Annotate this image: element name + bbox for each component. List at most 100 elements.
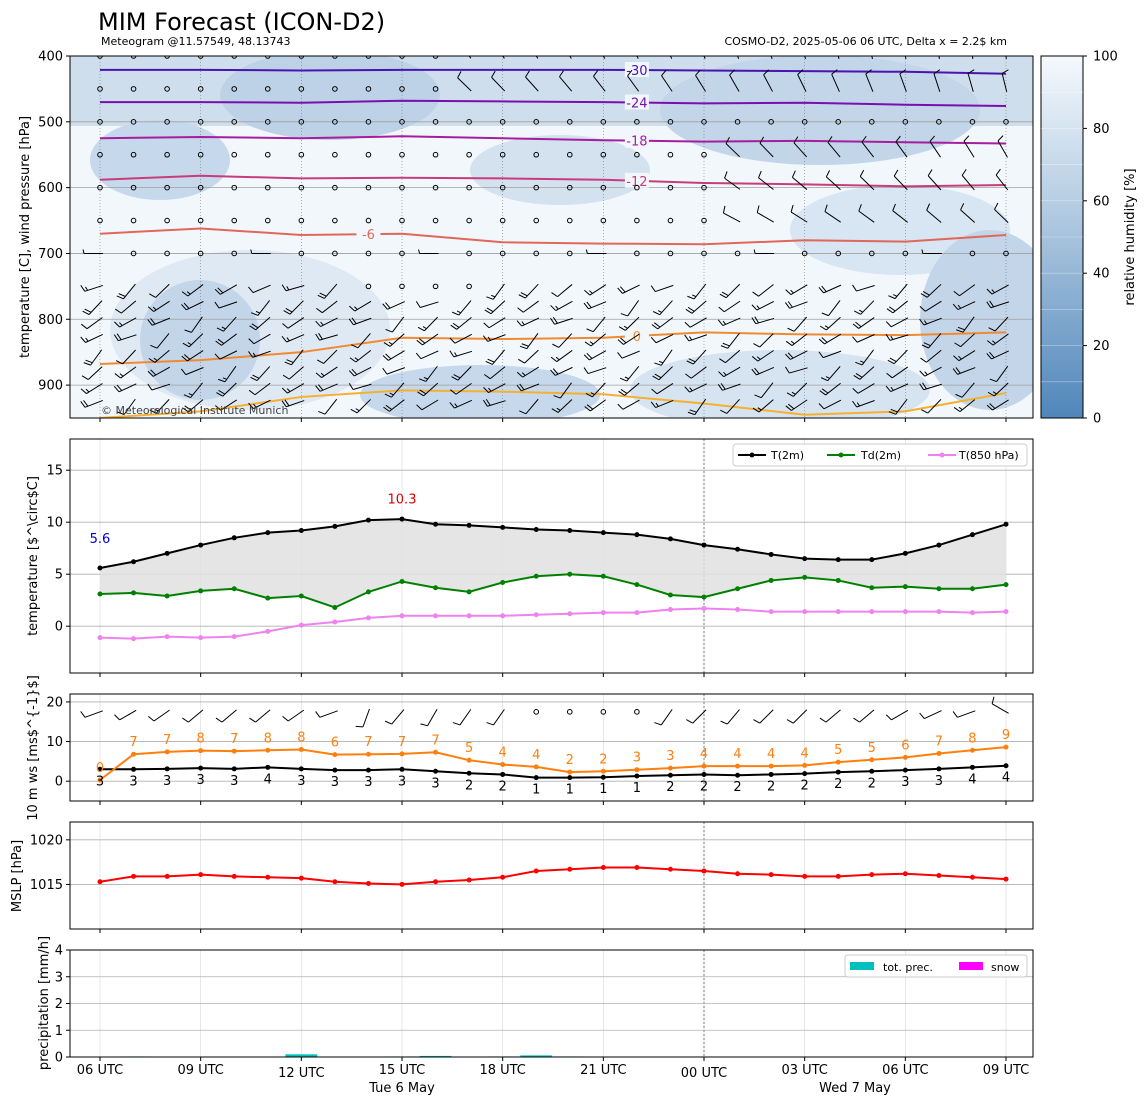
wind-barb [953,399,976,413]
surface-wind-barb [600,709,607,715]
barb-feather [248,389,256,396]
wind-barb [600,184,607,191]
wind-barb [432,151,439,158]
wind-barb [533,184,540,191]
wind-barb [130,184,137,191]
barb-feather [919,712,925,719]
barb-shaft [84,710,103,718]
wind-barb [197,151,204,158]
wind-speed-point [768,771,774,777]
wind-barb [215,333,237,346]
barb-shaft [153,300,170,312]
wind-barb [986,284,1009,295]
wind-gust-line [99,746,1007,781]
wind-barb [197,217,204,224]
calm-circle [130,217,137,224]
wind-barb [218,365,237,383]
wind-barb [281,334,305,343]
barb-feather [688,358,696,363]
wind-barb [197,86,204,92]
barb-feather [118,293,126,297]
series-t2m-point [969,532,975,538]
mslp-line [99,866,1007,886]
wind-barb [703,56,706,59]
barb-feather [586,328,594,333]
barb-shaft [692,349,707,365]
wind-barb [751,367,775,376]
barb-feather [627,69,633,77]
barb-shaft [253,399,271,410]
mslp-point [768,872,774,878]
barb-feather [217,338,225,344]
barb-feather [865,69,872,75]
calm-circle [667,184,674,191]
calm-circle [399,119,405,125]
barb-feather [933,69,941,75]
calm-circle [130,151,137,158]
legend-precip-swatch [850,962,874,970]
wind-speed-point [1003,763,1009,769]
mslp-point [634,864,640,870]
wind-barb [418,365,438,382]
wind-barb [181,350,204,362]
barb-feather [317,294,325,299]
wind-barb [450,382,472,395]
wind-barb [550,300,573,312]
barb-shaft [859,366,875,380]
barb-feather [717,319,724,326]
wind-barb [432,217,439,224]
wind-gust-label: 7 [163,733,171,748]
barb-shaft [688,334,707,342]
barb-feather [893,169,899,177]
series-td2m-point [600,573,606,579]
wind-barb [1003,250,1009,257]
barb-half-feather [555,305,559,310]
wind-barb [551,284,573,298]
wind-barb [348,383,372,390]
series-td2m-point [399,578,405,584]
wind-speed-point [936,766,942,772]
wind-barb [97,119,103,125]
mslp-point [433,879,439,885]
barb-shaft [925,300,942,312]
calm-circle [600,217,607,224]
barb-feather [282,323,289,329]
wind-barb [466,151,472,158]
wind-barb [466,250,472,257]
barb-feather [113,334,119,341]
wind-barb [617,399,640,410]
wind-barb [717,383,741,391]
barb-shaft [590,399,607,412]
wind-speed-label: 2 [834,777,842,792]
barb-feather [415,301,421,308]
wind-speed-point [433,768,439,774]
wind-gust-label: 2 [566,753,574,768]
wind-gust-label: 4 [801,746,809,761]
isotherm-label-bg [624,132,649,148]
series-t850-point [1003,609,1009,615]
series-t2m-point [600,530,606,536]
barb-feather [986,353,992,360]
y-tick-label: 5 [55,568,63,583]
calm-circle [868,119,875,125]
barb-feather [83,362,91,366]
wind-barb [861,135,875,158]
calm-circle [566,217,573,224]
barb-feather [686,360,694,365]
barb-shaft [559,76,573,92]
barb-shaft [827,142,841,158]
barb-feather [420,723,428,727]
surface-wind-barb [215,709,237,723]
barb-feather [785,353,791,360]
calm-circle [365,151,372,158]
wind-barb [852,383,875,394]
barb-shaft [959,399,976,413]
time-tick-label: 06 UTC [882,1063,928,1078]
barb-feather [620,313,628,317]
wind-speed-label: 3 [364,775,372,790]
series-t850-point [231,634,237,640]
barb-shaft [890,383,909,393]
y-tick-label: 2 [55,997,63,1012]
